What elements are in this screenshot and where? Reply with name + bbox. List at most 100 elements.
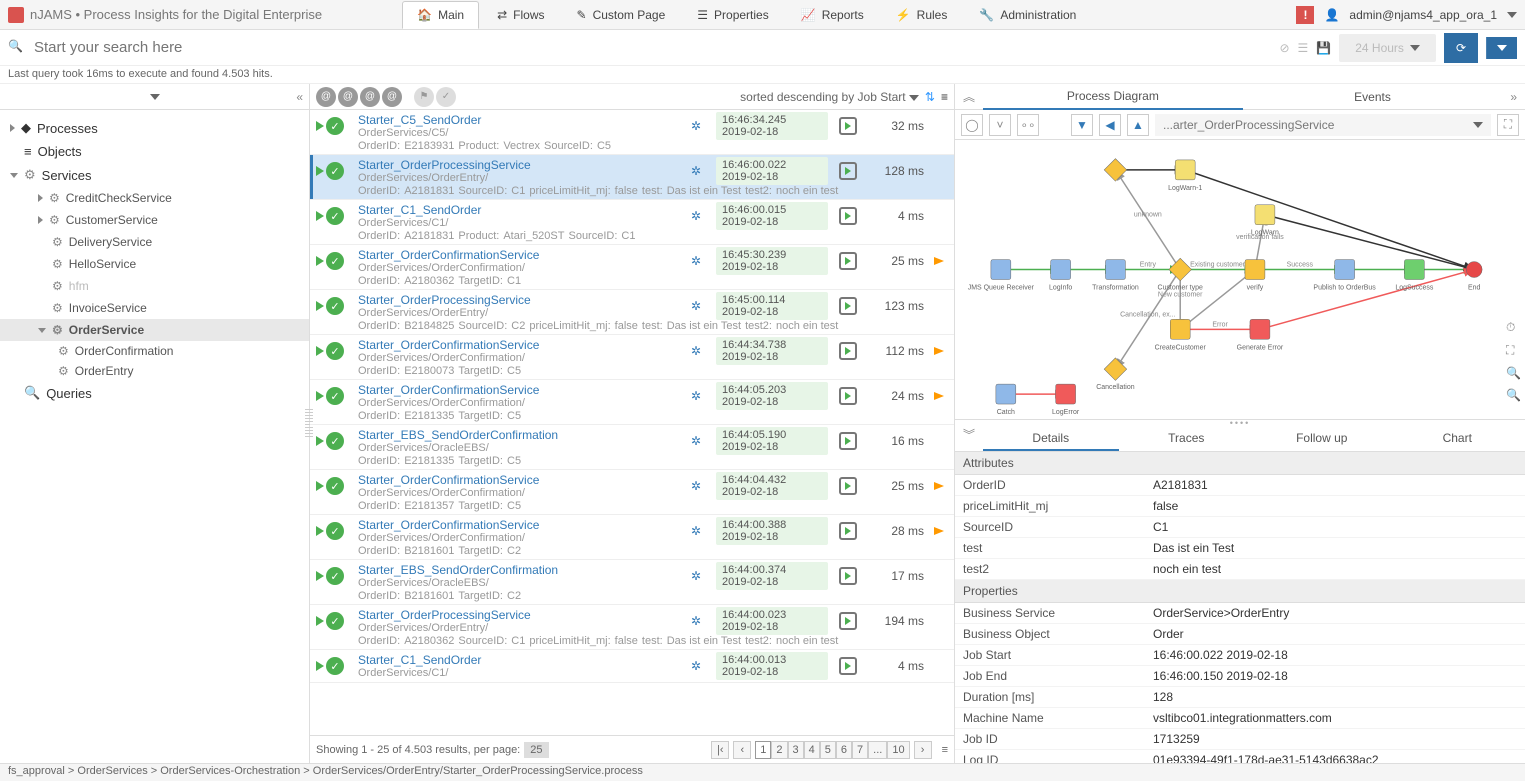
diag-nav-up[interactable]: ▲ <box>1127 114 1149 136</box>
play-button[interactable] <box>839 297 857 315</box>
sort-label[interactable]: sorted descending by Job Start <box>740 90 919 104</box>
pager-page[interactable]: 5 <box>820 741 836 759</box>
diag-tool-1[interactable]: ◯ <box>961 114 983 136</box>
list-row[interactable]: ✓Starter_OrderProcessingServiceOrderServ… <box>310 290 954 335</box>
nav-properties[interactable]: ☰Properties <box>683 1 782 28</box>
nav-flows[interactable]: ⇄Flows <box>483 1 558 28</box>
user-dropdown-icon[interactable] <box>1507 12 1517 18</box>
diag-tool-3[interactable]: ∘∘ <box>1017 114 1039 136</box>
tab-diagram[interactable]: Process Diagram <box>983 84 1243 110</box>
tree-service-item[interactable]: ⚙hfm <box>0 275 309 297</box>
tree-service-item[interactable]: ⚙DeliveryService <box>0 231 309 253</box>
refresh-button[interactable]: ⟳ <box>1444 33 1478 63</box>
tree-service-item[interactable]: ⚙CustomerService <box>0 209 309 231</box>
list-row[interactable]: ✓Starter_OrderProcessingServiceOrderServ… <box>310 605 954 650</box>
pager-menu-icon[interactable]: ≡ <box>942 744 948 756</box>
search-icon[interactable]: 🔍 <box>8 39 26 57</box>
sort-dir-icon[interactable]: ⇅ <box>925 90 935 104</box>
list-row[interactable]: ✓Starter_C1_SendOrderOrderServices/C1/✲1… <box>310 650 954 683</box>
gear-icon[interactable]: ✲ <box>691 209 701 223</box>
pager-page[interactable]: 7 <box>852 741 868 759</box>
play-button[interactable] <box>839 252 857 270</box>
pager-page[interactable]: 3 <box>788 741 804 759</box>
list-row[interactable]: ✓Starter_EBS_SendOrderConfirmationOrderS… <box>310 425 954 470</box>
diagram-path[interactable]: ...arter_OrderProcessingService <box>1155 114 1491 136</box>
pager-page[interactable]: 10 <box>887 741 909 759</box>
tree-service-subitem[interactable]: ⚙OrderEntry <box>0 361 309 381</box>
tree-service-subitem[interactable]: ⚙OrderConfirmation <box>0 341 309 361</box>
menu-icon[interactable]: ≡ <box>941 90 948 104</box>
alert-icon[interactable]: ! <box>1296 6 1314 24</box>
collapse-icon[interactable]: « <box>296 90 303 104</box>
play-button[interactable] <box>839 522 857 540</box>
save-icon[interactable]: 💾 <box>1316 41 1331 55</box>
details-panel[interactable]: Attributes OrderIDA2181831priceLimitHit_… <box>955 452 1525 763</box>
gear-icon[interactable]: ✲ <box>691 434 701 448</box>
play-button[interactable] <box>839 342 857 360</box>
gear-icon[interactable]: ✲ <box>691 344 701 358</box>
collapse-right-icon[interactable]: » <box>1502 90 1525 104</box>
filter-btn-flag[interactable]: ⚑ <box>414 87 434 107</box>
gear-icon[interactable]: ✲ <box>691 614 701 628</box>
list-row[interactable]: ✓Starter_OrderConfirmationServiceOrderSe… <box>310 380 954 425</box>
gear-icon[interactable]: ✲ <box>691 479 701 493</box>
user-label[interactable]: admin@njams4_app_ora_1 <box>1349 8 1497 22</box>
tab-events[interactable]: Events <box>1243 85 1503 109</box>
search-input[interactable] <box>34 39 1279 56</box>
gear-icon[interactable]: ✲ <box>691 164 701 178</box>
pager-page[interactable]: ... <box>868 741 887 759</box>
filter-btn-check[interactable]: ✓ <box>436 87 456 107</box>
timer-icon[interactable]: ⏱ <box>1506 320 1521 335</box>
filter-btn-4[interactable]: @ <box>382 87 402 107</box>
timerange-selector[interactable]: 24 Hours <box>1339 34 1436 62</box>
list-row[interactable]: ✓Starter_OrderConfirmationServiceOrderSe… <box>310 515 954 560</box>
tree-service-item[interactable]: ⚙InvoiceService <box>0 297 309 319</box>
play-button[interactable] <box>839 567 857 585</box>
tree-service-item[interactable]: ⚙HelloService <box>0 253 309 275</box>
expand-down-icon[interactable]: ︾ <box>955 426 983 451</box>
tree-service-item[interactable]: ⚙OrderService <box>0 319 309 341</box>
play-button[interactable] <box>839 117 857 135</box>
diag-tool-2[interactable]: ˅ <box>989 114 1011 136</box>
refresh-dropdown[interactable] <box>1486 37 1517 59</box>
tree-queries[interactable]: 🔍Queries <box>0 381 309 405</box>
zoom-out-icon[interactable]: 🔍 <box>1506 388 1521 402</box>
diag-nav-down[interactable]: ▼ <box>1071 114 1093 136</box>
list-row[interactable]: ✓Starter_OrderConfirmationServiceOrderSe… <box>310 470 954 515</box>
tree-processes[interactable]: ◆Processes <box>0 116 309 140</box>
clear-icon[interactable]: ⊘ <box>1279 41 1289 55</box>
play-button[interactable] <box>839 162 857 180</box>
play-button[interactable] <box>839 477 857 495</box>
process-diagram[interactable]: EntryExisting customerSuccessunknownveri… <box>955 140 1525 420</box>
zoom-in-icon[interactable]: 🔍 <box>1506 366 1521 380</box>
dtab-follow[interactable]: Follow up <box>1254 426 1390 451</box>
tree-objects[interactable]: ≡Objects <box>0 140 309 163</box>
gear-icon[interactable]: ✲ <box>691 254 701 268</box>
play-button[interactable] <box>839 387 857 405</box>
list-row[interactable]: ✓Starter_OrderConfirmationServiceOrderSe… <box>310 245 954 290</box>
nav-reports[interactable]: 📈Reports <box>787 1 878 28</box>
pager-next[interactable]: › <box>914 741 932 759</box>
filter-btn-1[interactable]: @ <box>316 87 336 107</box>
gear-icon[interactable]: ✲ <box>691 389 701 403</box>
chevron-down-icon[interactable] <box>150 94 160 100</box>
list-row[interactable]: ✓Starter_C1_SendOrderOrderServices/C1/✲1… <box>310 200 954 245</box>
gear-icon[interactable]: ✲ <box>691 299 701 313</box>
gear-icon[interactable]: ✲ <box>691 524 701 538</box>
tree-services[interactable]: ⚙Services <box>0 163 309 187</box>
list-row[interactable]: ✓Starter_C5_SendOrderOrderServices/C5/✲1… <box>310 110 954 155</box>
per-page-select[interactable]: 25 <box>524 742 548 758</box>
list-row[interactable]: ✓Starter_OrderConfirmationServiceOrderSe… <box>310 335 954 380</box>
nav-main[interactable]: 🏠Main <box>402 1 479 29</box>
play-button[interactable] <box>839 432 857 450</box>
nav-custom[interactable]: ✎Custom Page <box>563 1 680 28</box>
pager-page[interactable]: 6 <box>836 741 852 759</box>
filter-btn-3[interactable]: @ <box>360 87 380 107</box>
expand-up-icon[interactable]: ︽ <box>955 88 983 105</box>
dtab-chart[interactable]: Chart <box>1390 426 1525 451</box>
pager-page[interactable]: 4 <box>804 741 820 759</box>
pager-first[interactable]: |‹ <box>711 741 729 759</box>
diag-nav-left[interactable]: ◀ <box>1099 114 1121 136</box>
pager-page[interactable]: 2 <box>771 741 787 759</box>
list-row[interactable]: ✓Starter_EBS_SendOrderConfirmationOrderS… <box>310 560 954 605</box>
